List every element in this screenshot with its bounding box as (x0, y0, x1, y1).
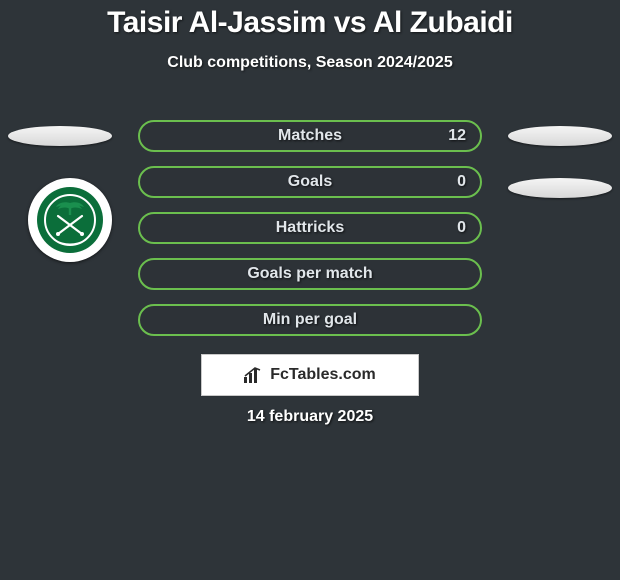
stat-label: Min per goal (263, 311, 357, 329)
club-right-photo-placeholder (508, 178, 612, 198)
stats-column: Matches 12 Goals 0 Hattricks 0 Goals per… (138, 120, 482, 350)
generated-date: 14 february 2025 (0, 408, 620, 426)
stat-value-right: 0 (457, 219, 466, 237)
stat-label: Hattricks (276, 219, 344, 237)
stat-label: Goals per match (247, 265, 372, 283)
infographic-container: Taisir Al-Jassim vs Al Zubaidi Club comp… (0, 0, 620, 580)
player-right-photo-placeholder (508, 126, 612, 146)
stat-label: Matches (278, 127, 342, 145)
comparison-title: Taisir Al-Jassim vs Al Zubaidi (0, 0, 620, 40)
stat-row-goals-per-match: Goals per match (138, 258, 482, 290)
brand-text: FcTables.com (270, 366, 376, 384)
stat-value-right: 12 (448, 127, 466, 145)
stat-value-right: 0 (457, 173, 466, 191)
stat-row-goals: Goals 0 (138, 166, 482, 198)
stat-row-matches: Matches 12 (138, 120, 482, 152)
club-left-crest (28, 178, 112, 262)
stat-label: Goals (288, 173, 332, 191)
player-left-photo-placeholder (8, 126, 112, 146)
bar-chart-icon (244, 367, 264, 383)
stat-row-hattricks: Hattricks 0 (138, 212, 482, 244)
brand-badge[interactable]: FcTables.com (201, 354, 419, 396)
crest-icon (36, 186, 104, 254)
comparison-subtitle: Club competitions, Season 2024/2025 (0, 54, 620, 72)
stat-row-min-per-goal: Min per goal (138, 304, 482, 336)
